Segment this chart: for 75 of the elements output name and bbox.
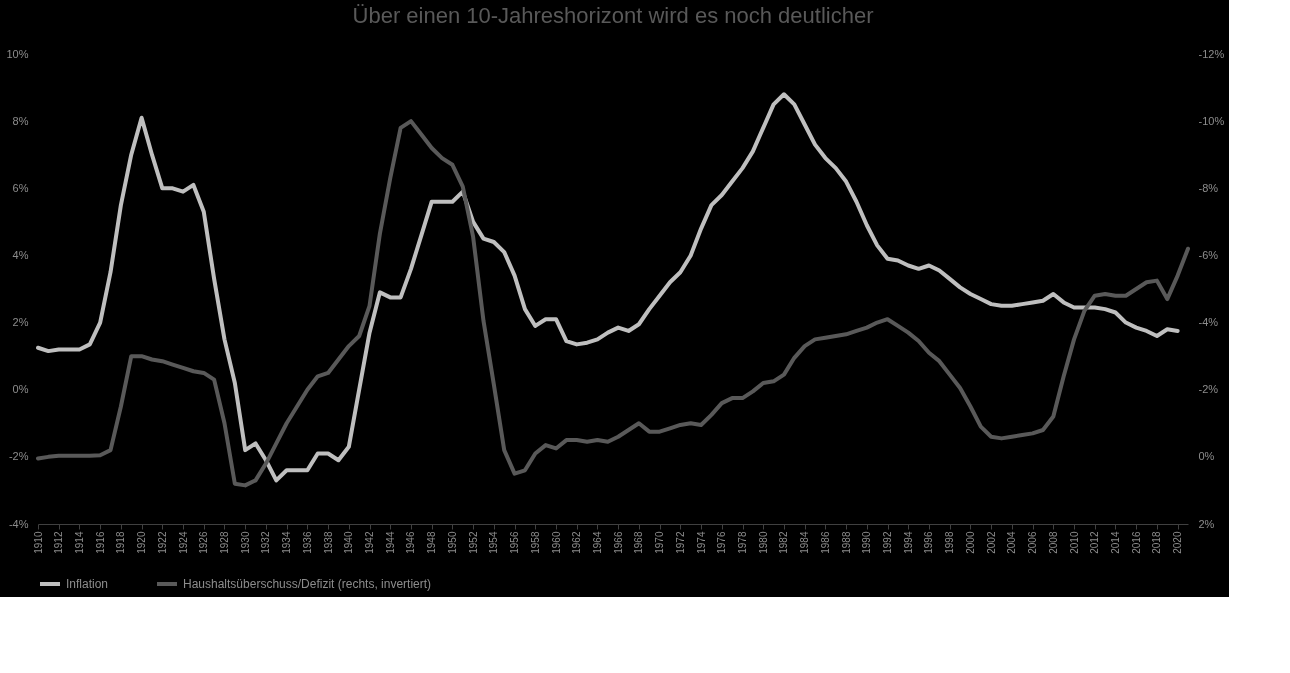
- x-tick-label: 1922: [156, 531, 168, 554]
- x-tick-label: 2000: [964, 531, 976, 554]
- y2-tick-label: -6%: [1198, 248, 1219, 261]
- x-tick-label: 1914: [73, 531, 85, 554]
- x-tick-label: 2004: [1006, 531, 1018, 554]
- legend-label: Haushaltsüberschuss/Defizit (rechts, invertiert): [183, 577, 432, 591]
- x-tick-label: 1942: [364, 531, 376, 554]
- x-tick-label: 1992: [882, 531, 894, 554]
- x-tick-label: 1928: [218, 531, 230, 554]
- x-tick-label: 1996: [923, 531, 935, 554]
- x-tick-label: 1976: [716, 531, 728, 554]
- y-tick-label: 8%: [12, 114, 29, 127]
- x-tick-label: 1950: [446, 531, 458, 554]
- x-tick-label: 1958: [529, 531, 541, 554]
- x-tick-label: 1934: [281, 531, 293, 554]
- x-tick-label: 1924: [177, 531, 189, 554]
- x-tick-label: 1936: [301, 531, 313, 554]
- y-tick-label: -4%: [8, 517, 29, 530]
- x-tick-label: 1988: [840, 531, 852, 554]
- x-tick-label: 1926: [198, 531, 210, 554]
- x-tick-label: 1930: [239, 531, 251, 554]
- x-tick-label: 1966: [612, 531, 624, 554]
- x-tick-label: 1974: [695, 531, 707, 554]
- x-tick-label: 2008: [1047, 531, 1059, 554]
- x-tick-label: 1956: [509, 531, 521, 554]
- x-tick-label: 1944: [384, 531, 396, 554]
- x-tick-label: 1948: [426, 531, 438, 554]
- x-tick-label: 1998: [944, 531, 956, 554]
- x-tick-label: 1918: [115, 531, 127, 554]
- x-tick-label: 2010: [1068, 531, 1080, 554]
- x-tick-label: 1984: [799, 531, 811, 554]
- x-tick-label: 2014: [1109, 531, 1121, 554]
- x-tick-label: 2006: [1027, 531, 1039, 554]
- legend-label: Inflation: [66, 577, 109, 591]
- x-tick-label: 1970: [654, 531, 666, 554]
- x-tick-label: 1946: [405, 531, 417, 554]
- x-tick-label: 1916: [94, 531, 106, 554]
- x-tick-label: 1940: [343, 531, 355, 554]
- x-tick-label: 2012: [1089, 531, 1101, 554]
- x-tick-label: 1964: [591, 531, 603, 554]
- x-tick-label: 1910: [32, 531, 44, 554]
- x-tick-label: 1962: [571, 531, 583, 554]
- y2-tick-label: -12%: [1198, 47, 1225, 60]
- y2-tick-label: -8%: [1198, 181, 1219, 194]
- x-tick-label: 1994: [902, 531, 914, 554]
- y-tick-label: 10%: [6, 47, 29, 60]
- x-tick-label: 1986: [819, 531, 831, 554]
- y-tick-label: 0%: [12, 383, 29, 396]
- x-tick-label: 1960: [550, 531, 562, 554]
- x-tick-label: 2020: [1172, 531, 1184, 554]
- y2-tick-label: 0%: [1198, 450, 1215, 463]
- x-tick-label: 1980: [757, 531, 769, 554]
- x-tick-label: 1932: [260, 531, 272, 554]
- chart-title: Über einen 10-Jahreshorizont wird es noch deutlicher: [352, 3, 874, 28]
- x-tick-label: 2018: [1151, 531, 1163, 554]
- y-tick-label: 6%: [12, 181, 29, 194]
- y-tick-label: 2%: [12, 316, 29, 329]
- x-tick-label: 1990: [861, 531, 873, 554]
- x-tick-label: 2016: [1130, 531, 1142, 554]
- x-tick-label: 1982: [778, 531, 790, 554]
- x-tick-label: 1938: [322, 531, 334, 554]
- x-tick-label: 1952: [467, 531, 479, 554]
- y2-tick-label: -10%: [1198, 114, 1225, 127]
- y2-tick-label: -2%: [1198, 383, 1219, 396]
- y-tick-label: -2%: [8, 450, 29, 463]
- x-tick-label: 1968: [633, 531, 645, 554]
- x-tick-label: 1978: [737, 531, 748, 554]
- y2-tick-label: 2%: [1198, 517, 1215, 530]
- x-tick-label: 1954: [488, 531, 500, 554]
- y2-tick-label: -4%: [1198, 316, 1219, 329]
- x-tick-label: 1920: [136, 531, 148, 554]
- x-tick-label: 1912: [53, 531, 65, 554]
- x-tick-label: 2002: [985, 531, 997, 554]
- y-tick-label: 4%: [12, 248, 29, 261]
- x-tick-label: 1972: [674, 531, 686, 554]
